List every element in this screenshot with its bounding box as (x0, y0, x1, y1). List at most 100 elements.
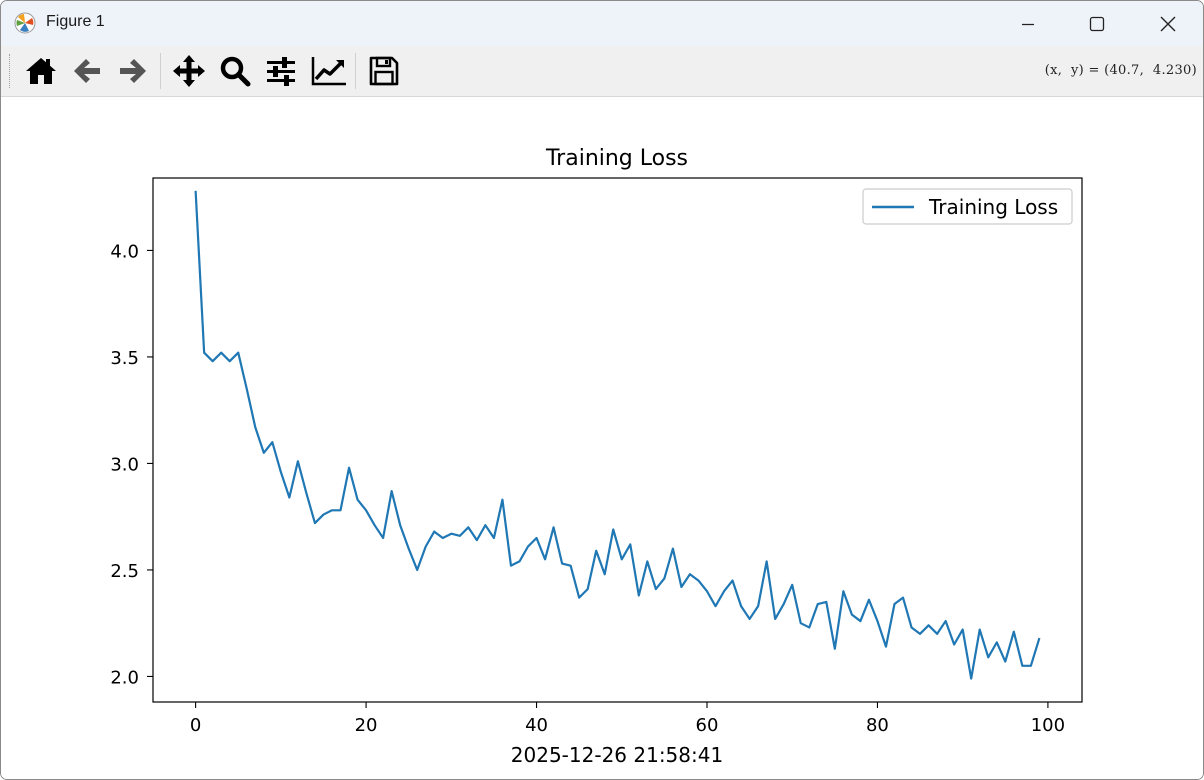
data-point (271, 441, 273, 443)
data-point (237, 352, 239, 354)
floppy-disk-icon (369, 56, 399, 86)
maximize-icon (1089, 16, 1105, 31)
data-point (553, 526, 555, 528)
close-button[interactable] (1145, 1, 1191, 46)
axes-frame (152, 177, 1083, 703)
data-point (936, 633, 938, 635)
data-point (757, 605, 759, 607)
data-point (416, 569, 418, 571)
data-point (561, 563, 563, 565)
data-point (706, 590, 708, 592)
data-point (408, 548, 410, 550)
x-tick-label: 0 (190, 715, 201, 736)
data-point (953, 643, 955, 645)
data-point (382, 537, 384, 539)
data-point (1004, 661, 1006, 663)
data-point (672, 548, 674, 550)
data-point (962, 629, 964, 631)
save-button[interactable] (364, 51, 404, 91)
home-icon (26, 58, 56, 84)
title-bar[interactable]: Figure 1 (1, 1, 1203, 46)
data-point (902, 597, 904, 599)
pan-button[interactable] (169, 51, 209, 91)
data-point (996, 641, 998, 643)
subplots-button[interactable] (261, 51, 301, 91)
data-point (774, 618, 776, 620)
forward-button[interactable] (113, 51, 153, 91)
data-point (970, 678, 972, 680)
data-point (510, 565, 512, 567)
data-point (629, 543, 631, 545)
data-point (536, 537, 538, 539)
x-tick-label: 20 (355, 715, 378, 736)
data-point (800, 622, 802, 624)
data-point (391, 490, 393, 492)
data-point (655, 588, 657, 590)
y-tick-label: 3.5 (110, 348, 139, 369)
data-point (749, 618, 751, 620)
forward-arrow-icon (120, 59, 146, 83)
data-point (987, 656, 989, 658)
data-point (732, 580, 734, 582)
data-point (638, 595, 640, 597)
data-point (697, 580, 699, 582)
data-point (331, 509, 333, 511)
data-point (808, 626, 810, 628)
data-point (450, 533, 452, 535)
data-point (928, 624, 930, 626)
y-tick-label: 4.0 (110, 241, 139, 262)
minimize-button[interactable] (1005, 1, 1051, 46)
window-title: Figure 1 (46, 13, 105, 30)
data-point (919, 633, 921, 635)
data-point (476, 539, 478, 541)
data-point (527, 546, 529, 548)
footer-timestamp: 2025-12-26 21:58:41 (511, 743, 723, 767)
data-point (825, 601, 827, 603)
toolbar-grip[interactable] (9, 54, 12, 88)
zoom-button[interactable] (215, 51, 255, 91)
home-button[interactable] (21, 51, 61, 91)
legend-frame (862, 188, 1073, 225)
data-point (484, 524, 486, 526)
data-point (280, 471, 282, 473)
data-point (374, 524, 376, 526)
back-button[interactable] (67, 51, 107, 91)
move-icon (173, 55, 205, 87)
magnifier-icon (220, 56, 251, 87)
figure-canvas[interactable]: Training Loss 0 20 40 60 80 100 2.0 2.5 3.0 3.5 4.… (1, 97, 1203, 779)
cursor-coordinates: (x, y) = (40.7, 4.230) (1044, 63, 1197, 78)
data-point (868, 599, 870, 601)
data-point (425, 546, 427, 548)
data-point (365, 509, 367, 511)
data-point (493, 537, 495, 539)
data-point (263, 452, 265, 454)
data-point (689, 573, 691, 575)
data-point (604, 573, 606, 575)
data-point (229, 360, 231, 362)
data-point (791, 584, 793, 586)
data-point (842, 590, 844, 592)
x-tick-label: 100 (1031, 715, 1065, 736)
toolbar-separator (160, 53, 161, 89)
y-tick-label: 3.0 (110, 454, 139, 475)
chart[interactable]: Training Loss 0 20 40 60 80 100 2.0 2.5 3.0 3.5 4.… (1, 97, 1203, 779)
data-point (544, 558, 546, 560)
data-point (876, 620, 878, 622)
data-point (433, 531, 435, 533)
customize-button[interactable] (309, 51, 349, 91)
data-point (195, 190, 197, 192)
data-point (1038, 637, 1040, 639)
maximize-button[interactable] (1074, 1, 1120, 46)
data-point (783, 603, 785, 605)
data-point (595, 550, 597, 552)
axis-ticks: 0 20 40 60 80 100 2.0 2.5 3.0 3.5 4.0 (110, 241, 1065, 736)
y-tick-label: 2.5 (110, 561, 139, 582)
data-point (885, 646, 887, 648)
data-point (740, 605, 742, 607)
sliders-icon (267, 57, 295, 86)
data-point (203, 352, 205, 354)
data-point (246, 388, 248, 390)
back-arrow-icon (74, 59, 100, 83)
data-point (348, 467, 350, 469)
